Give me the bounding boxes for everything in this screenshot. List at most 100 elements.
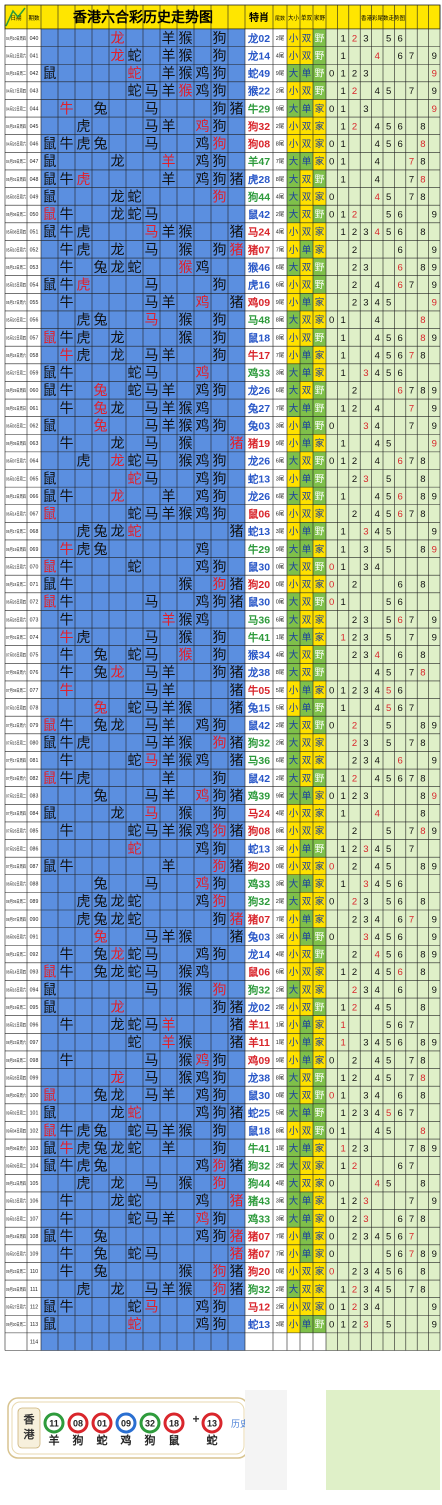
zodiac-mark: 牛	[60, 735, 74, 751]
zodiac-mark: 马	[145, 805, 159, 821]
zodiac-mark: 马	[145, 470, 159, 486]
row-homewild: 家	[315, 1283, 325, 1295]
digit-mark: 1	[340, 791, 345, 802]
row-oddeven: 单	[302, 349, 312, 361]
digit-mark: 6	[397, 685, 402, 696]
row-date: 07月05日周六	[6, 669, 26, 676]
row-special: 猪07	[247, 913, 270, 926]
zodiac-mark: 兔	[94, 1122, 108, 1138]
homewild-cell-070	[313, 557, 326, 576]
zodiac-mark: 兔	[94, 541, 108, 557]
row-bigsmall: 大	[289, 314, 299, 326]
digit-mark: 2	[352, 897, 357, 908]
row-issue: 081	[30, 758, 39, 764]
digit-mark: 8	[420, 1002, 425, 1013]
digit-mark: 2	[352, 1231, 357, 1242]
row-bigsmall: 小	[289, 333, 299, 344]
bigsmall-cell-094	[287, 980, 300, 999]
zodiac-mark: 蛇	[128, 964, 142, 980]
bigsmall-cell-049	[287, 187, 300, 206]
digit-mark: 6	[397, 703, 402, 714]
zodiac-mark: 鼠	[43, 365, 57, 381]
digit-mark: 2	[352, 650, 357, 661]
row-homewild: 野	[315, 720, 325, 731]
zodiac-mark: 猴	[179, 576, 193, 592]
homewild-cell-068	[313, 522, 326, 540]
row-tail: 6尾	[276, 969, 285, 976]
row-date: 09月18日周四	[6, 1234, 26, 1240]
row-tail: 2尾	[276, 775, 285, 782]
row-bigsmall: 大	[289, 1107, 299, 1119]
oddeven-cell-102	[300, 1121, 313, 1140]
bigsmall-cell-102	[287, 1121, 300, 1140]
digit-mark: 4	[375, 756, 380, 767]
zodiac-mark: 鼠	[43, 558, 57, 574]
row-bigsmall: 大	[289, 790, 299, 802]
row-homewild: 野	[315, 1002, 325, 1013]
digit-mark: 6	[397, 1108, 402, 1119]
row-bigsmall: 大	[289, 191, 299, 203]
homewild-cell-049	[313, 187, 326, 206]
digit-mark: 6	[397, 932, 402, 943]
bigsmall-cell-103	[287, 1139, 300, 1157]
digit-mark: 3	[363, 1320, 368, 1331]
digit-mark: 3	[363, 33, 368, 44]
digit-mark: 5	[386, 1249, 391, 1260]
row-bigsmall: 大	[289, 596, 299, 608]
row-homewild: 家	[315, 913, 325, 925]
row-bigsmall: 小	[289, 809, 299, 820]
zodiac-mark: 羊	[162, 153, 176, 169]
zodiac-mark: 狗	[213, 576, 227, 592]
zodiac-mark: 兔	[94, 717, 108, 733]
digit-mark: 0	[329, 210, 334, 221]
zodiac-mark: 龙	[111, 946, 125, 962]
digit-mark: 0	[329, 861, 334, 872]
row-date: 08月26日周二	[6, 1058, 26, 1064]
digit-mark: 0	[329, 1055, 334, 1066]
digit-mark: 7	[409, 844, 414, 855]
row-special: 龙26	[247, 384, 270, 397]
row-homewild: 家	[315, 631, 325, 643]
zodiac-mark: 蛇	[128, 823, 142, 839]
row-special: 狗32	[248, 983, 270, 996]
digit-mark: 9	[432, 1196, 437, 1207]
oddeven-cell-057	[300, 328, 313, 347]
zodiac-mark: 龙	[111, 1193, 125, 1209]
digit-mark: 5	[386, 192, 391, 203]
zodiac-mark: 龙	[111, 241, 125, 257]
row-oddeven: 双	[302, 491, 312, 502]
bigsmall-cell-066	[287, 487, 300, 505]
row-issue: 048	[30, 177, 39, 183]
row-date: 08月14日周四	[6, 970, 26, 976]
digit-mark: 6	[397, 227, 402, 238]
digit-mark: 2	[352, 720, 357, 731]
digit-mark: 7	[409, 1020, 414, 1031]
row-bigsmall: 大	[289, 1283, 299, 1295]
zodiac-mark: 牛	[60, 858, 74, 874]
bigsmall-cell-097	[287, 1033, 300, 1051]
zodiac-mark: 马	[145, 594, 159, 610]
zodiac-mark: 牛	[60, 576, 74, 592]
digit-mark: 9	[432, 756, 437, 767]
zodiac-mark: 兔	[94, 647, 108, 663]
digit-mark: 9	[432, 298, 437, 309]
digit-mark: 1	[340, 597, 345, 608]
digit-mark: 6	[397, 1267, 402, 1278]
zodiac-mark: 狗	[213, 382, 227, 398]
digit-mark: 9	[432, 439, 437, 450]
digit-mark: 4	[375, 1108, 380, 1119]
row-special: 狗32	[248, 895, 270, 908]
zodiac-mark: 龙	[111, 805, 125, 821]
zodiac-mark: 蛇	[128, 506, 142, 522]
zodiac-mark: 狗	[213, 876, 227, 892]
digit-mark: 3	[363, 791, 368, 802]
row-homewild: 家	[315, 226, 325, 238]
oddeven-cell-080	[300, 733, 313, 752]
result-footer: 香港 11 羊 08 狗 01 蛇 09 鸡 32 狗 18 鼠 +13 蛇历史	[0, 1390, 442, 1500]
digit-mark: 0	[329, 685, 334, 696]
row-date: 06月12日周四	[6, 494, 26, 500]
digit-mark: 5	[386, 350, 391, 361]
row-issue: 103	[30, 1146, 39, 1152]
zodiac-mark: 牛	[60, 294, 74, 310]
row-date: 07月31日周四	[6, 864, 26, 870]
